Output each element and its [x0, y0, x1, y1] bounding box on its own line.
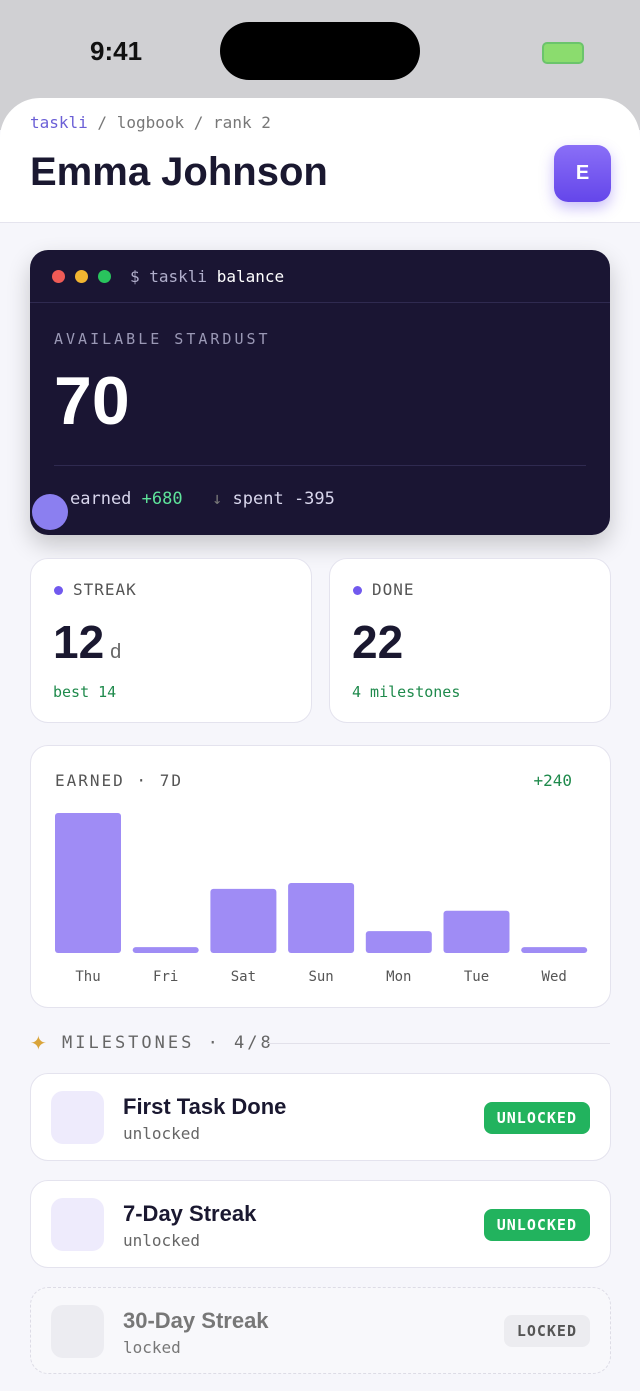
bar	[521, 947, 588, 953]
section-title: MILESTONES · 4/8	[62, 1033, 274, 1053]
bar	[288, 883, 355, 953]
section-rule	[268, 1043, 610, 1044]
chart: Thu Fri Sat Sun Mon Tue Wed	[55, 813, 588, 985]
stat-card: STREAK 12 d best 14	[30, 558, 312, 723]
spent: ↓ spent -395	[212, 489, 335, 509]
dot	[54, 586, 63, 595]
dot	[75, 270, 88, 283]
planet	[32, 494, 68, 530]
bar	[365, 931, 432, 953]
badge: LOCKED	[503, 1315, 590, 1347]
spent-label: spent	[232, 489, 284, 509]
chart-total: +240	[533, 771, 572, 790]
chart-title: EARNED · 7D	[55, 771, 183, 790]
user-name: Emma Johnson	[30, 150, 328, 194]
stat-card: DONE 22 4 milestones	[329, 558, 611, 723]
milestone-status: unlocked	[123, 1124, 201, 1143]
stat-number: 22	[352, 616, 404, 668]
x-tick-label: Tue	[464, 969, 489, 985]
divider	[30, 302, 610, 303]
x-tick-label: Sat	[231, 969, 256, 985]
dot	[98, 270, 111, 283]
bar	[210, 888, 277, 953]
icon	[51, 1091, 104, 1144]
earned-value: +680	[141, 489, 183, 509]
milestone[interactable]: 7-Day Streak unlocked UNLOCKED	[30, 1180, 611, 1268]
balance-card: $ taskli balance AVAILABLE STARDUST 70 e…	[30, 250, 610, 535]
header	[0, 98, 640, 223]
icon	[51, 1198, 104, 1251]
crumb[interactable]: taskli	[30, 113, 88, 132]
command: balance	[216, 267, 285, 286]
milestone-title: 7-Day Streak	[123, 1201, 257, 1226]
prompt: $ taskli balance	[130, 267, 284, 286]
milestone[interactable]: First Task Done unlocked UNLOCKED	[30, 1073, 611, 1161]
x-tick-label: Sun	[308, 969, 333, 985]
stat-note: best 14	[53, 683, 117, 701]
milestone-title: 30-Day Streak	[123, 1308, 269, 1333]
stat-value: 12 d	[53, 615, 121, 669]
dot	[353, 586, 362, 595]
stat-unit: d	[110, 641, 122, 663]
spent-value: -395	[293, 489, 335, 509]
earned-label: earned	[70, 489, 132, 509]
stat-label: STREAK	[73, 580, 137, 599]
x-tick-label: Wed	[542, 969, 567, 985]
breadcrumb: taskli / logbook / rank 2	[30, 113, 271, 132]
balance-amount: 70	[54, 363, 130, 439]
milestone-title: First Task Done	[123, 1094, 287, 1119]
dynamic-island	[220, 22, 420, 80]
x-tick-label: Mon	[386, 969, 411, 985]
crumb[interactable]: logbook	[116, 113, 185, 132]
x-tick-label: Thu	[75, 969, 100, 985]
x-tick-label: Fri	[153, 969, 178, 985]
dot	[52, 270, 65, 283]
crumb: rank 2	[213, 113, 271, 132]
bar	[55, 813, 121, 953]
stat-note: 4 milestones	[352, 683, 461, 701]
badge: UNLOCKED	[483, 1102, 590, 1134]
milestone-status: unlocked	[123, 1231, 201, 1250]
milestone[interactable]: 30-Day Streak locked LOCKED	[30, 1287, 611, 1374]
bar	[132, 947, 199, 953]
balance-label: AVAILABLE STARDUST	[54, 330, 271, 348]
battery	[542, 42, 584, 64]
divider	[54, 465, 586, 466]
badge: UNLOCKED	[483, 1209, 590, 1241]
earned: earned +680	[70, 489, 183, 509]
status-time: 9:41	[90, 36, 143, 66]
prompt-text: $ taskli	[130, 267, 208, 286]
milestone-status: locked	[123, 1338, 181, 1357]
chart-card: EARNED · 7D +240 Thu Fri Sat Sun Mon Tue Wed	[30, 745, 611, 1008]
icon	[51, 1305, 104, 1358]
stat-number: 12	[53, 616, 105, 668]
sparkle: ✦	[30, 1033, 47, 1055]
avatar[interactable]: E	[554, 145, 611, 202]
stat-label: DONE	[372, 580, 415, 599]
bar	[443, 910, 510, 953]
